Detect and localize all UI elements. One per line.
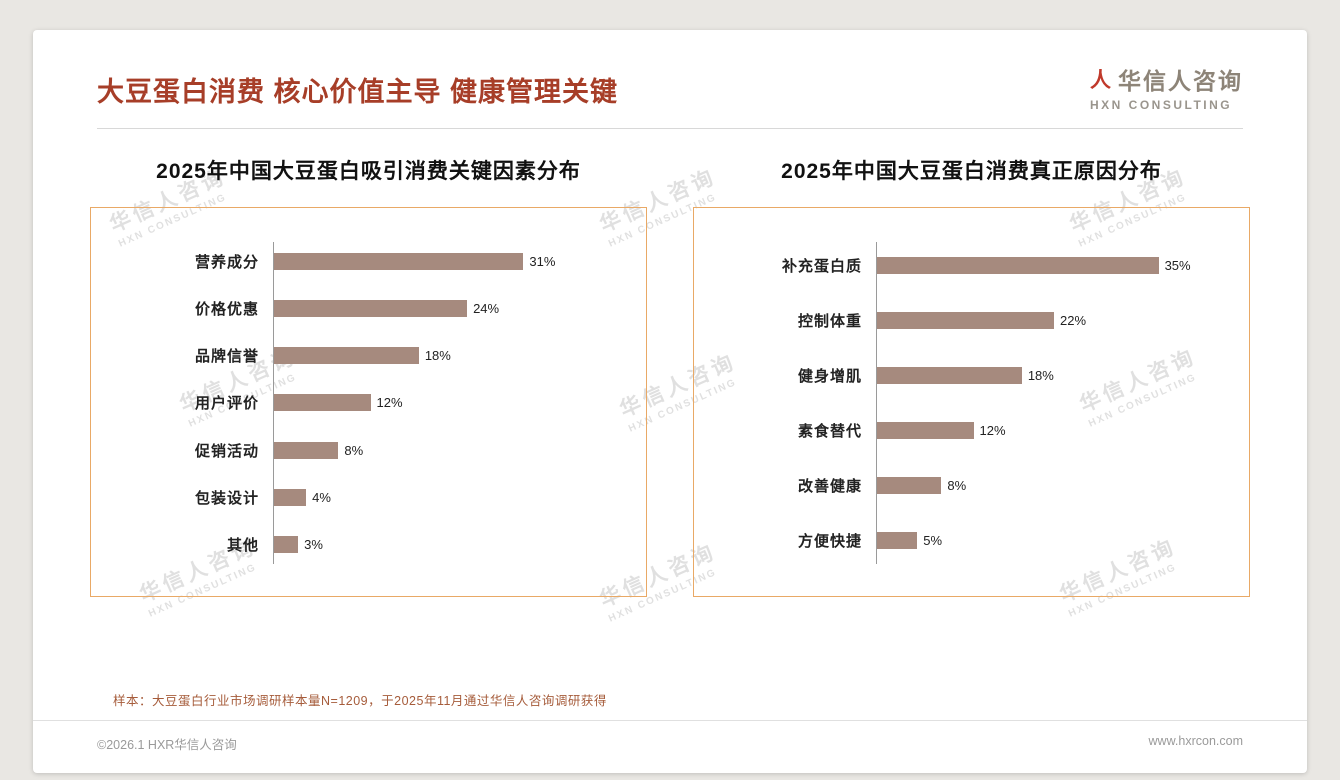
bar-row: 控制体重 22% (706, 293, 1231, 348)
bar-value-label: 5% (923, 533, 943, 548)
bar-category-label: 营养成分 (194, 254, 259, 272)
bar-category-label: 品牌信誉 (194, 348, 259, 366)
bar-category-label: 方便快捷 (797, 533, 862, 550)
bar-category-label: 用户评价 (194, 395, 259, 413)
bar (274, 253, 524, 271)
bar-value-label: 3% (304, 536, 323, 552)
bar-track: 4% (273, 488, 628, 506)
bar (274, 394, 371, 412)
chart-box: 营养成分 31% 价格优惠 24% 品牌信誉 18% 用户评价 12% 促销活动 8% 包装设计 4%… (90, 207, 647, 597)
bar-category-label: 包装设计 (194, 489, 259, 507)
bar-track: 24% (273, 300, 628, 318)
logo-subtitle: HXN CONSULTING (1090, 98, 1233, 112)
bar (877, 257, 1159, 274)
bar-track: 31% (273, 253, 628, 271)
bar-value-label: 4% (312, 489, 331, 505)
bar-value-label: 35% (1164, 258, 1191, 273)
bar-row: 其他 3% (103, 521, 628, 568)
logo-name: 华信人咨询 (1118, 68, 1243, 94)
bar-track: 12% (273, 394, 628, 412)
slide-card: 华信人咨询 HXN CONSULTING 华信人咨询 HXN CONSULTING 华信… (33, 30, 1307, 773)
bar-value-label: 22% (1060, 313, 1087, 328)
bar (877, 367, 1022, 384)
header: 大豆蛋白消费 核心价值主导 健康管理关键 人 华信人咨询 HXN CONSULT… (33, 30, 1307, 112)
bar-track: 18% (273, 347, 628, 365)
bar-value-label: 8% (947, 478, 967, 493)
bar (274, 347, 419, 365)
charts-area: 2025年中国大豆蛋白吸引消费关键因素分布营养成分 31% 价格优惠 24% 品牌信誉 1… (33, 155, 1307, 597)
chart-title: 2025年中国大豆蛋白吸引消费关键因素分布 (156, 160, 581, 183)
logo-wordmark: 人 华信人咨询 (1090, 62, 1243, 96)
bar (877, 532, 918, 549)
bar (274, 300, 468, 318)
bar-track: 18% (876, 367, 1231, 384)
bar-row: 素食替代 12% (706, 403, 1231, 458)
bar-row: 品牌信誉 18% (103, 332, 628, 379)
bar-category-label: 健身增肌 (797, 368, 862, 385)
footer-divider (33, 720, 1307, 721)
bar-value-label: 8% (344, 442, 364, 458)
bar (877, 422, 974, 439)
bar-category-label: 控制体重 (797, 313, 862, 330)
footer-copyright: ©2026.1 HXR华信人咨询 (97, 738, 237, 752)
chart-box: 补充蛋白质 35% 控制体重 22% 健身增肌 18% 素食替代 12% 改善健康 8% 方便快捷 5… (693, 207, 1250, 597)
bar (877, 477, 942, 494)
bar-value-label: 31% (529, 254, 556, 270)
hxr-red-mark-icon: 人 (1090, 69, 1113, 92)
header-divider (97, 128, 1243, 129)
bar-track: 12% (876, 422, 1231, 439)
bar-row: 包装设计 4% (103, 474, 628, 521)
bar-track: 8% (876, 477, 1231, 494)
bar-row: 用户评价 12% (103, 379, 628, 426)
bar-value-label: 24% (473, 301, 500, 317)
bar-row: 价格优惠 24% (103, 285, 628, 332)
bar-track: 35% (876, 257, 1231, 274)
bar-value-label: 18% (1027, 368, 1054, 383)
bar-value-label: 18% (424, 348, 451, 364)
bar-value-label: 12% (979, 423, 1006, 438)
sample-note: 样本：大豆蛋白行业市场调研样本量N=1209，于2025年11月通过华信人咨询调… (113, 694, 607, 708)
bar-track: 3% (273, 535, 628, 553)
bar-row: 促销活动 8% (103, 427, 628, 474)
bar (274, 441, 339, 459)
chart-column: 2025年中国大豆蛋白吸引消费关键因素分布营养成分 31% 价格优惠 24% 品牌信誉 1… (90, 155, 647, 597)
bar-value-label: 12% (376, 395, 403, 411)
bar-row: 改善健康 8% (706, 458, 1231, 513)
bar-category-label: 其他 (226, 536, 259, 554)
bar-category-label: 促销活动 (194, 442, 259, 460)
bar-track: 8% (273, 441, 628, 459)
bar-category-label: 改善健康 (797, 478, 862, 495)
bar-category-label: 补充蛋白质 (781, 258, 862, 275)
chart-column: 2025年中国大豆蛋白消费真正原因分布补充蛋白质 35% 控制体重 22% 健身增肌 18… (693, 155, 1250, 597)
bar-row: 方便快捷 5% (706, 513, 1231, 568)
bar-track: 22% (876, 312, 1231, 329)
bar-rows: 营养成分 31% 价格优惠 24% 品牌信誉 18% 用户评价 12% 促销活动 8% 包装设计 4%… (103, 238, 628, 568)
bar-category-label: 素食替代 (797, 423, 862, 440)
footer: ©2026.1 HXR华信人咨询 www.hxrcon.com (97, 734, 1243, 753)
footer-url: www.hxrcon.com (1148, 734, 1243, 748)
bar-category-label: 价格优惠 (194, 301, 259, 319)
bar-row: 补充蛋白质 35% (706, 238, 1231, 293)
bar (274, 535, 299, 553)
bar-rows: 补充蛋白质 35% 控制体重 22% 健身增肌 18% 素食替代 12% 改善健康 8% 方便快捷 5… (706, 238, 1231, 568)
bar (877, 312, 1054, 329)
page-title: 大豆蛋白消费 核心价值主导 健康管理关键 (97, 77, 619, 107)
bar-row: 健身增肌 18% (706, 348, 1231, 403)
bar (274, 488, 307, 506)
chart-title: 2025年中国大豆蛋白消费真正原因分布 (781, 160, 1162, 183)
bar-track: 5% (876, 532, 1231, 549)
bar-row: 营养成分 31% (103, 238, 628, 285)
logo: 人 华信人咨询 HXN CONSULTING (1090, 62, 1243, 112)
